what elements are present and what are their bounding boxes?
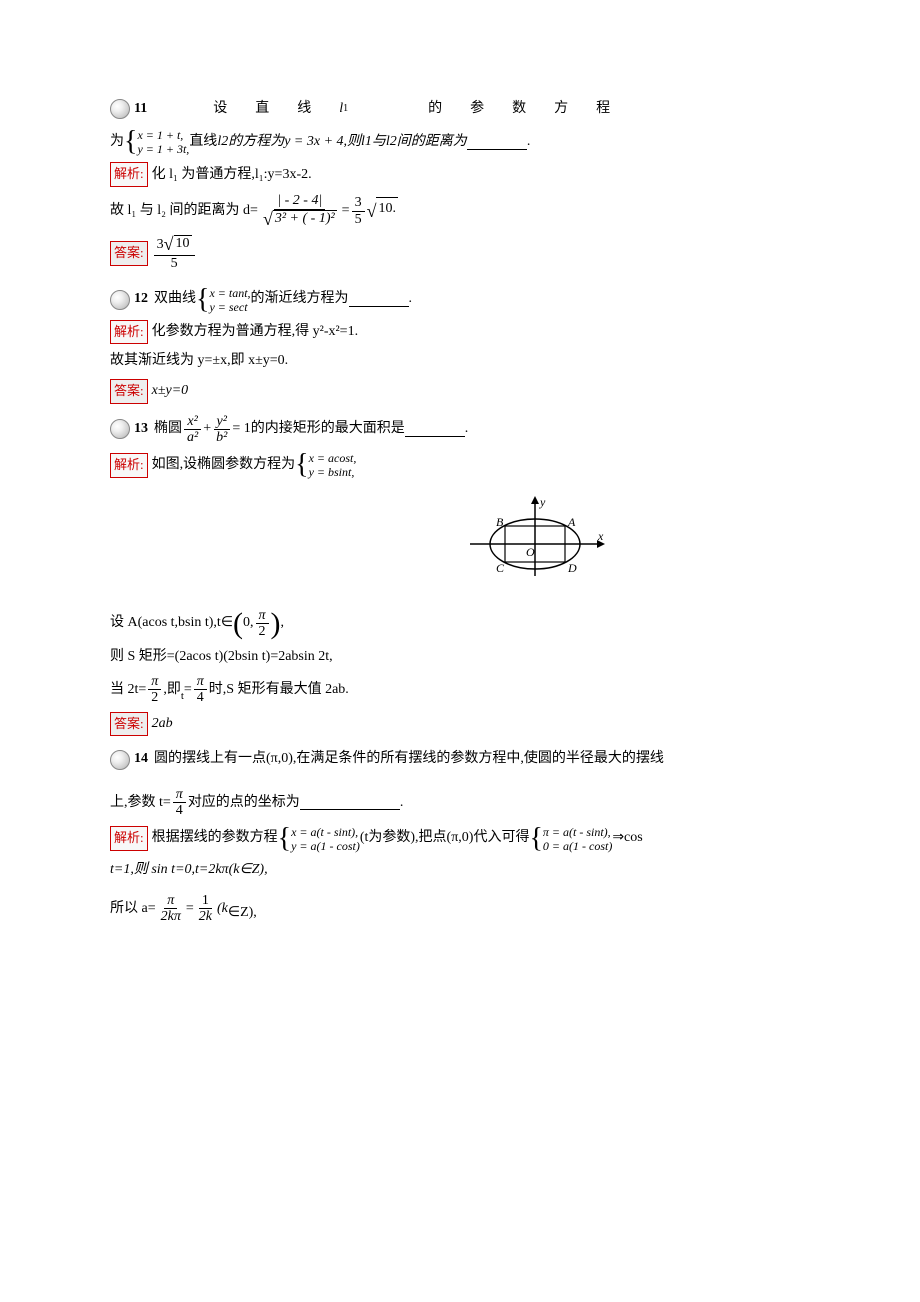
problem-12-solution-2: 故其渐近线为 y=±x,即 x±y=0. [110, 350, 860, 372]
answer-blank [405, 422, 465, 437]
solution-label: 解析: [110, 162, 148, 187]
svg-text:x: x [597, 529, 604, 543]
answer-blank [349, 292, 409, 307]
problem-13-answer: 答案: 2ab [110, 712, 860, 737]
answer-blank [467, 135, 527, 150]
problem-13-heading: 13 椭 圆 x² a² + y² b² = 1的内接矩形的最大面积是 . [110, 414, 860, 446]
problem-14-solution-1: 解析: 根据摆线的参数方 程 { x = a(t - sint), y = a(… [110, 825, 860, 853]
heading-tail: 的参数方程 [428, 98, 638, 120]
heading-text: 设直线 [213, 98, 339, 120]
svg-text:B: B [496, 515, 504, 529]
problem-12-solution-1: 解析: 化参数方程为普通方程,得 y²-x²=1. [110, 320, 860, 345]
ellipse-diagram: y x O A B C D [460, 494, 610, 592]
problem-11-solution-2: 故 l₁ 与 l₂ 间的距离为 d = | - 2 - 4| √3² + ( -… [110, 193, 860, 229]
bullet-icon [110, 290, 130, 310]
problem-14-solution-3: 所以 a = π2kπ = 12k (k ∈Z), [110, 893, 860, 925]
svg-text:D: D [567, 561, 577, 575]
svg-text:y: y [539, 495, 546, 509]
svg-text:O: O [526, 545, 535, 559]
bullet-icon [110, 419, 130, 439]
problem-13-solution-1: 解析: 如图,设椭圆参数方程 为 { x = acost, y = bsint, [110, 451, 860, 479]
problem-12-heading: 12 双曲 线 { x = tant, y = sect 的渐近线方程为 . [110, 286, 860, 314]
answer-label: 答案: [110, 241, 148, 266]
problem-14-solution-2: t=1,则 sin t=0,t=2kπ(k∈Z), [110, 859, 860, 881]
problem-13-solution-4: 当 2t = π2 ,即 t = π4 时 ,S 矩形有最大值 2ab. [110, 674, 860, 706]
svg-text:A: A [567, 515, 576, 529]
problem-11-line2: 为 { x = 1 + t, y = 1 + 3t, 直线 l2的方程为y = … [110, 128, 860, 156]
answer-blank [300, 795, 400, 810]
bullet-icon [110, 99, 130, 119]
bullet-icon [110, 750, 130, 770]
svg-text:C: C [496, 561, 505, 575]
problem-11-answer: 答案: 3√10 5 [110, 235, 860, 271]
problem-number: 11 [134, 98, 147, 120]
problem-11-solution-1: 解析: 化 l₁ 为普通方程,l₁:y=3x-2. [110, 162, 860, 187]
problem-12-answer: 答案: x±y=0 [110, 379, 860, 404]
page-content: 11 设直线 l1 的参数方程 为 { x = 1 + t, y = 1 + 3… [0, 0, 920, 971]
problem-13-solution-3: 则 S 矩形=(2acos t)(2bsin t)=2absin 2t, [110, 646, 860, 668]
problem-11-heading: 11 设直线 l1 的参数方程 [110, 98, 860, 120]
problem-13-solution-2: 设 A(acos t,bsin t),t∈ ( 0, π2 ) , [110, 608, 860, 640]
problem-14-heading: 14 圆的摆线上有一点(π,0),在满足条件的所有摆线的参数方程中,使圆的半径最… [110, 748, 860, 770]
problem-14-line2: 上,参数 t = π4 对应的点的坐标为 . [110, 787, 860, 819]
